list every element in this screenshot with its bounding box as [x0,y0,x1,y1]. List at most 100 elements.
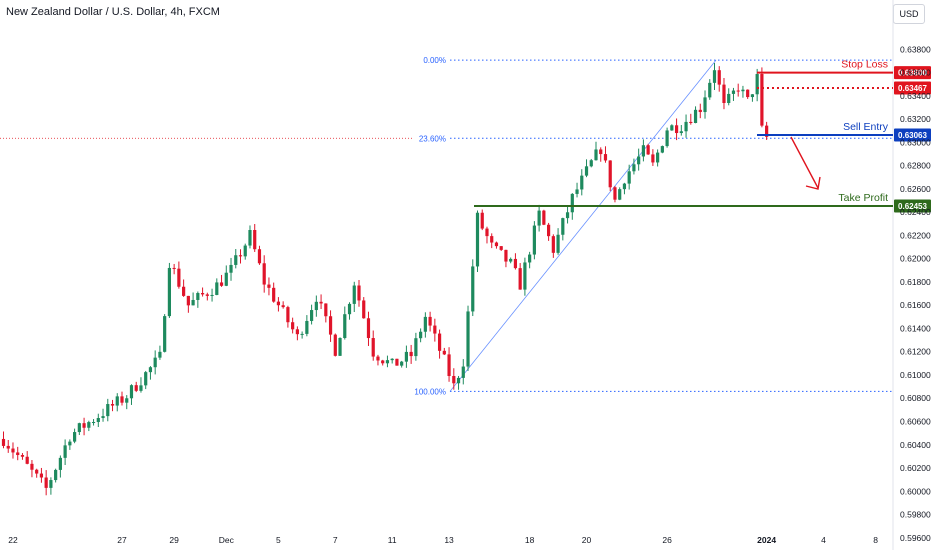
candle-body [428,316,432,326]
price-tag-label: 0.63600 [898,69,927,78]
candle-body [144,372,148,386]
candle-body [106,404,110,417]
candle-body [324,303,328,317]
fib-trend-line [449,59,717,392]
candle-body [328,316,333,335]
price-axis[interactable]: 0.63800 0.63600 0.63400 0.63200 0.63000 0.628… [900,44,931,543]
candle-body [660,146,664,153]
time-tick: 5 [276,535,281,545]
price-tag [894,199,931,213]
candle-body [670,125,674,131]
candle-body [63,445,67,458]
candle-body [433,325,437,334]
candle-body [513,258,518,269]
candle-body [618,189,622,200]
time-tick: 2024 [757,535,776,545]
candle-body [471,266,475,312]
candle-body [504,249,508,262]
candle-body [172,267,176,269]
candle-body [727,93,731,103]
candle-body [509,258,513,262]
candle-body [395,358,399,366]
candle-body [87,422,91,428]
candle-body [693,109,698,124]
candle-body [101,416,105,419]
arrow-head [805,176,821,190]
candle-body [167,267,171,317]
candle-body [253,230,257,250]
candle-body [475,212,480,267]
candle-body [622,183,627,190]
candle-body [281,305,285,308]
candle-body [404,351,408,362]
level-label: Take Profit [838,192,888,204]
candle-body [148,367,153,373]
price-tick: 0.60400 [900,440,931,450]
candle-body [262,263,266,285]
price-tick: 0.62200 [900,230,931,240]
candle-body [584,166,589,176]
price-tag [894,66,931,80]
candle-body [248,230,252,246]
candle-body [224,272,228,286]
candle-body [646,145,650,155]
candle-body [158,351,162,358]
candle-body [205,294,209,296]
candle-body [58,457,62,470]
candle-body [632,164,636,172]
time-axis[interactable]: 22 27 29 Dec 5 7 11 13 18 20 26 2024 4 8 [8,535,878,545]
candle-body [651,154,655,163]
candle-body [1,438,6,446]
candle-body [736,90,740,92]
price-tick: 0.60800 [900,393,931,403]
candle-body [580,175,584,190]
candle-body [73,432,77,442]
price-tag [894,81,931,95]
arrow-shaft [790,136,819,189]
time-tick: Dec [219,535,235,545]
candle-body [366,318,371,339]
candle-body [674,125,679,134]
candle-body [44,477,48,488]
candle-body [518,268,522,290]
price-tick: 0.63400 [900,91,931,101]
time-tick: 26 [662,535,672,545]
candle-body [362,300,366,319]
price-tag-label: 0.63467 [898,84,927,93]
candle-body [575,189,579,194]
candle-body [314,301,318,311]
price-tag [894,128,931,142]
candle-body [376,356,380,361]
candle-body [712,70,717,83]
candle-body [163,316,167,352]
candle-body [523,262,527,290]
candle-body [91,422,96,424]
candle-body [125,398,129,403]
candle-body [608,160,612,188]
fibonacci-retracement[interactable]: 0.00% 23.60% 100.00% [0,56,893,396]
price-tick: 0.61600 [900,300,931,310]
candle-body [49,480,53,488]
candle-body [229,264,233,273]
candle-body [414,338,418,357]
time-tick: 20 [582,535,592,545]
candle-body [689,121,693,124]
time-tick: 22 [8,535,18,545]
candle-body [191,299,195,306]
candle-body [243,245,247,257]
candle-body [35,469,39,474]
candle-body [234,255,238,265]
candle-body [708,82,712,98]
candle-body [461,366,465,378]
trade-levels[interactable]: Stop Loss 0.63600 0.63467 Sell Entry 0.63063… [474,59,931,213]
price-tick: 0.59600 [900,533,931,543]
candle-body [357,285,361,301]
price-tick: 0.62000 [900,254,931,264]
price-tick: 0.63200 [900,114,931,124]
candle-body [129,385,134,399]
candle-body [627,171,631,184]
candle-body [722,84,726,103]
price-tag-label: 0.63063 [898,131,927,140]
candle-body [219,282,224,286]
